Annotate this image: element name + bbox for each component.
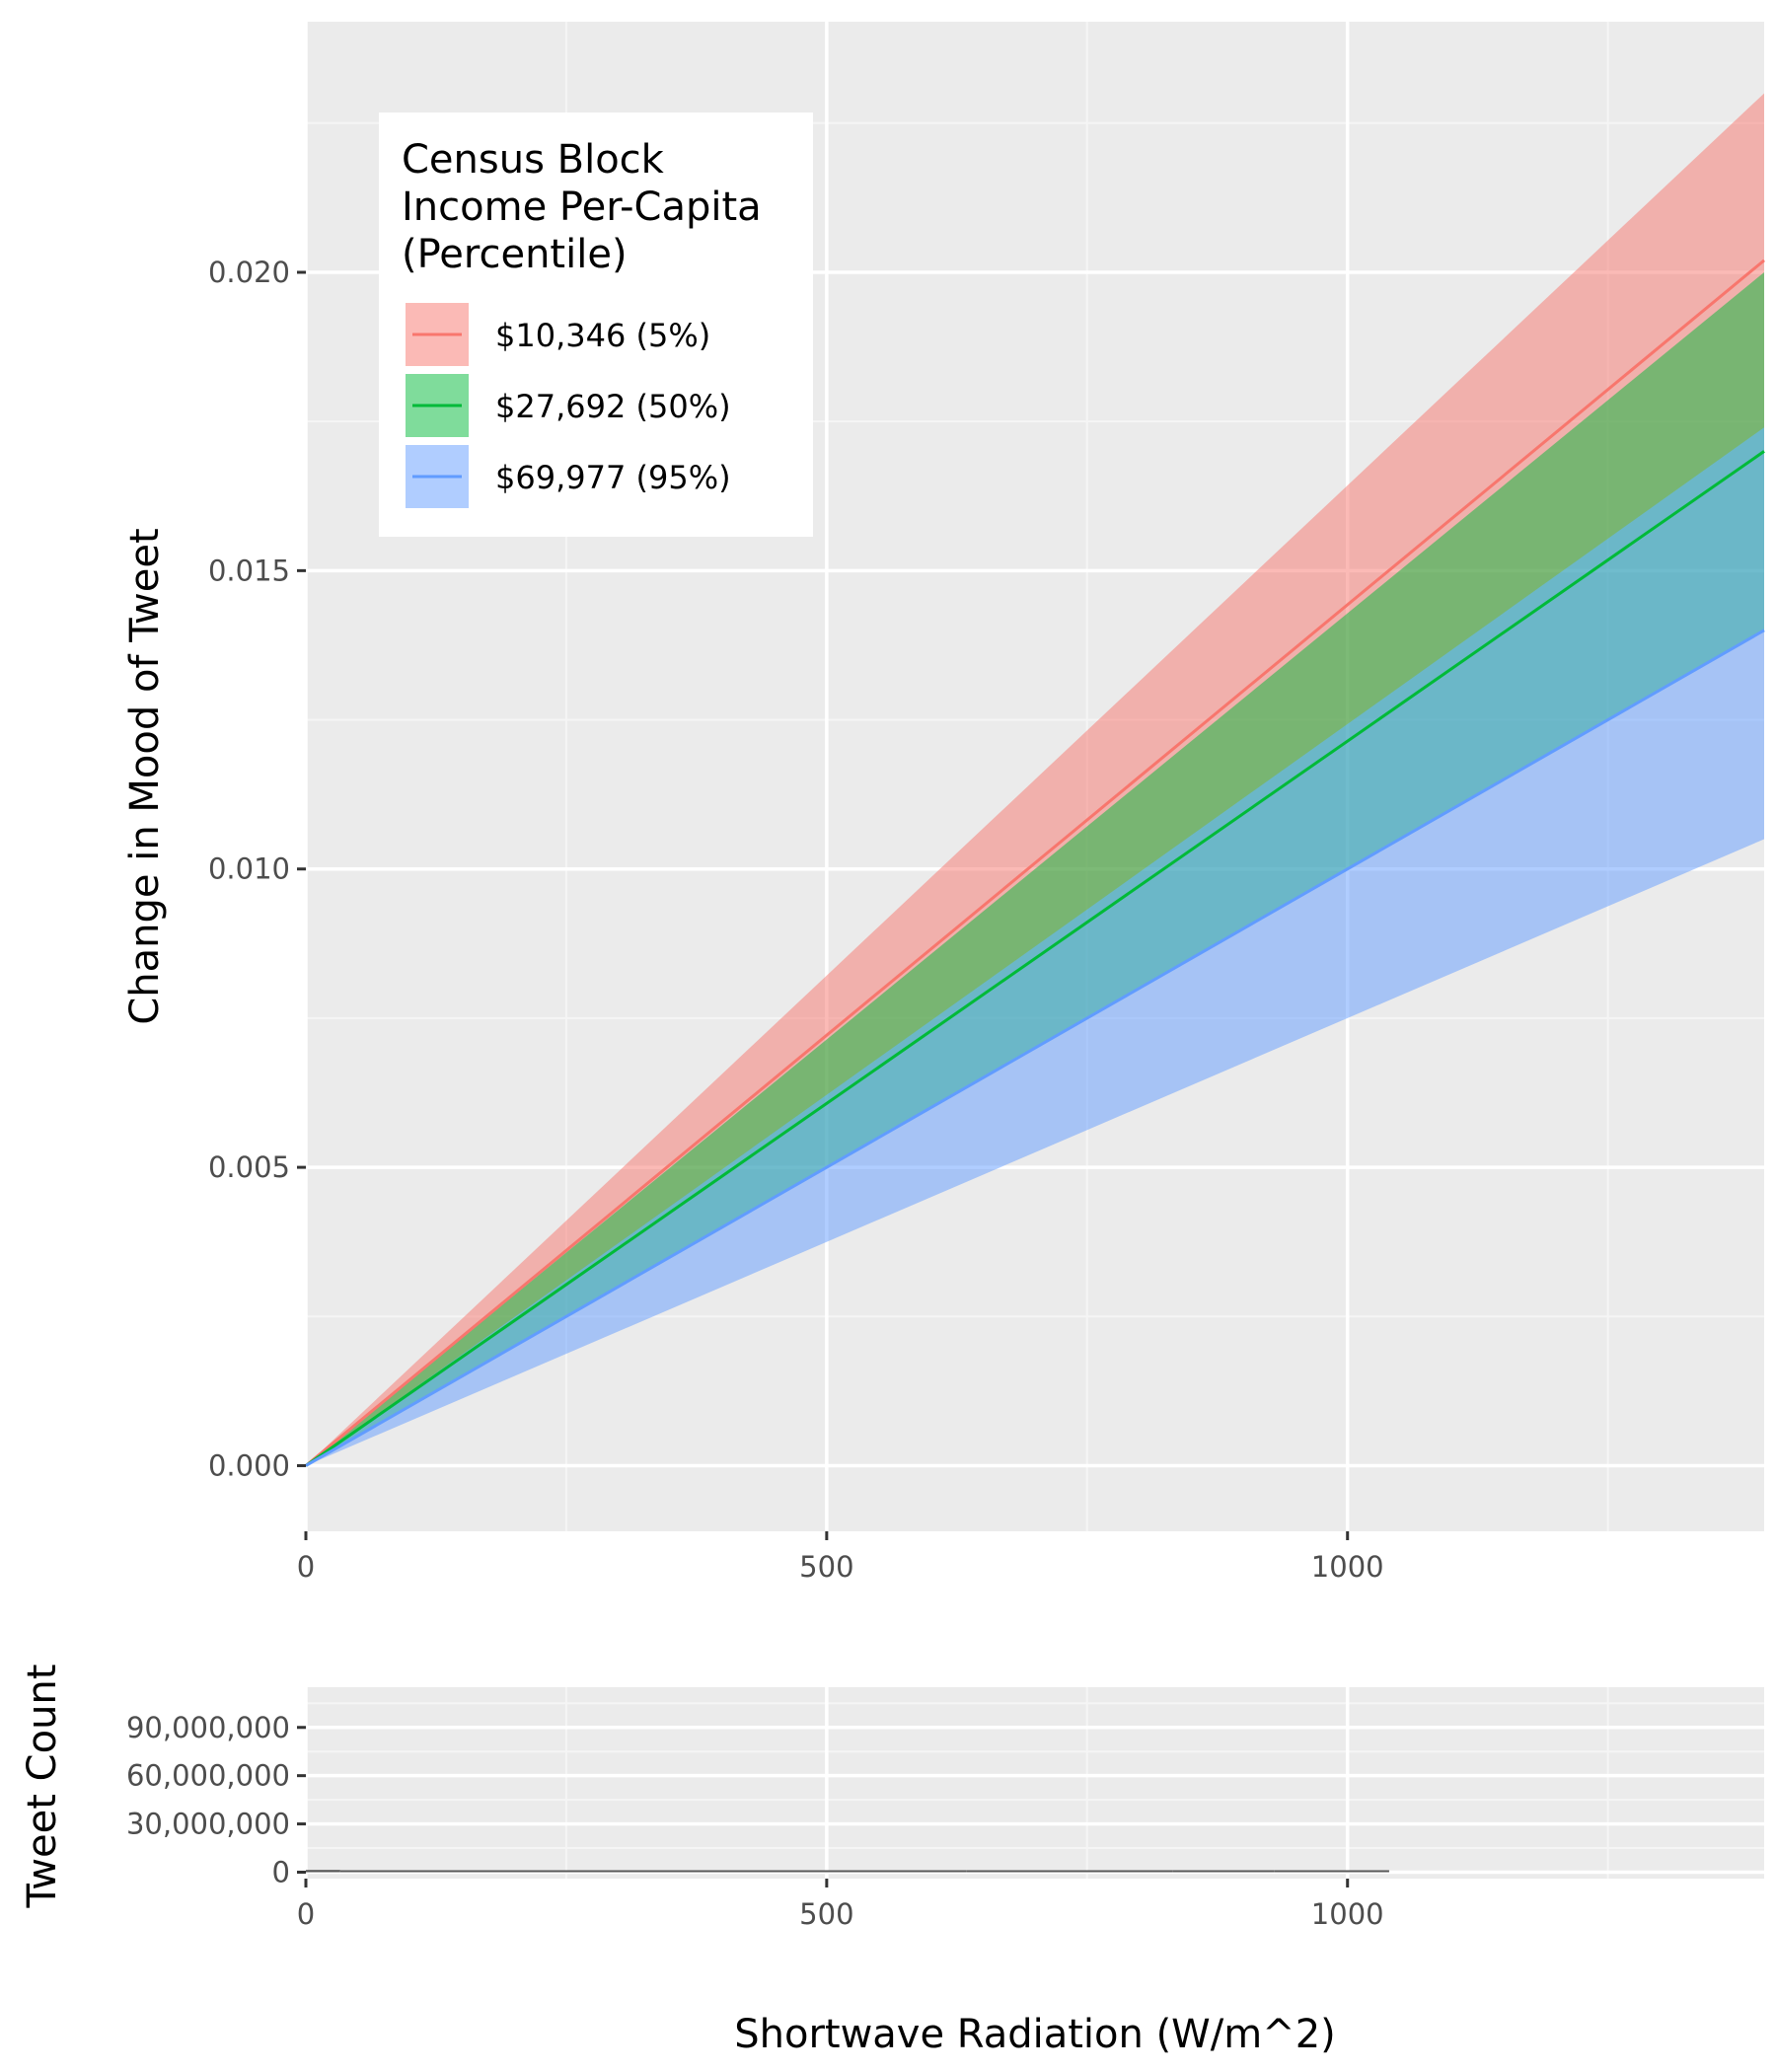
legend: Census Block Income Per-Capita (Percenti… [379, 112, 813, 537]
x-tick-label: 500 [799, 1550, 853, 1584]
x-tick-label: 500 [799, 1897, 853, 1931]
histogram-x-axis-title: Shortwave Radiation (W/m^2) [734, 2012, 1336, 2057]
legend-label-series-3: $69,977 (95%) [495, 459, 731, 496]
x-tick-label: 1000 [1311, 1550, 1384, 1584]
ribbon-series-3 [306, 427, 1764, 1466]
main-y-axis-title: Change in Mood of Tweet [122, 528, 168, 1024]
main-panel: 0.000 0.005 0.010 0.015 0.020 0 500 1000 Chang… [122, 22, 1765, 1584]
main-y-axis: 0.000 0.005 0.010 0.015 0.020 [208, 256, 306, 1482]
y-tick-label: 0.020 [208, 256, 290, 289]
y-tick-label: 0.000 [208, 1448, 290, 1482]
legend-title-line-3: (Percentile) [402, 232, 628, 277]
x-tick-label: 0 [297, 1897, 315, 1931]
histogram-panel: 0 30,000,000 60,000,000 90,000,000 0 500 1000… [20, 1665, 1764, 2057]
legend-title-line-1: Census Block [402, 137, 665, 183]
x-tick-label: 1000 [1311, 1897, 1384, 1931]
legend-label-series-2: $27,692 (50%) [495, 388, 731, 425]
histogram-bar [339, 1870, 967, 1873]
main-x-axis: 0 500 1000 [297, 1531, 1384, 1584]
y-tick-label: 90,000,000 [126, 1711, 290, 1744]
histogram-panel-background [306, 1687, 1764, 1879]
legend-title: Census Block Income Per-Capita (Percenti… [402, 137, 774, 277]
histogram-bars [306, 1870, 1389, 1873]
histogram-bar [306, 1870, 340, 1873]
y-tick-label: 60,000,000 [126, 1759, 290, 1793]
y-tick-label: 0.010 [208, 852, 290, 886]
histogram-bar [1274, 1870, 1389, 1873]
histogram-y-axis-title: Tweet Count [20, 1665, 65, 1909]
histogram-bar [1172, 1870, 1275, 1873]
y-tick-label: 30,000,000 [126, 1808, 290, 1841]
y-tick-label: 0 [272, 1855, 290, 1888]
legend-keys [404, 301, 471, 510]
line-series-3 [305, 629, 1765, 1467]
x-tick-label: 0 [297, 1550, 315, 1584]
confidence-ribbons [306, 93, 1764, 1466]
series-lines [305, 259, 1765, 1467]
legend-label-series-1: $10,346 (5%) [495, 317, 710, 354]
line-series-1 [305, 259, 1765, 1467]
y-tick-label: 0.005 [208, 1150, 290, 1184]
y-tick-label: 0.015 [208, 554, 290, 587]
histogram-bar [966, 1870, 1173, 1873]
legend-title-line-2: Income Per-Capita [402, 185, 762, 230]
histogram-x-axis: 0 500 1000 [297, 1879, 1384, 1931]
line-series-2 [305, 450, 1765, 1467]
histogram-y-axis: 0 30,000,000 60,000,000 90,000,000 [126, 1711, 306, 1888]
ribbon-series-2 [306, 271, 1764, 1466]
